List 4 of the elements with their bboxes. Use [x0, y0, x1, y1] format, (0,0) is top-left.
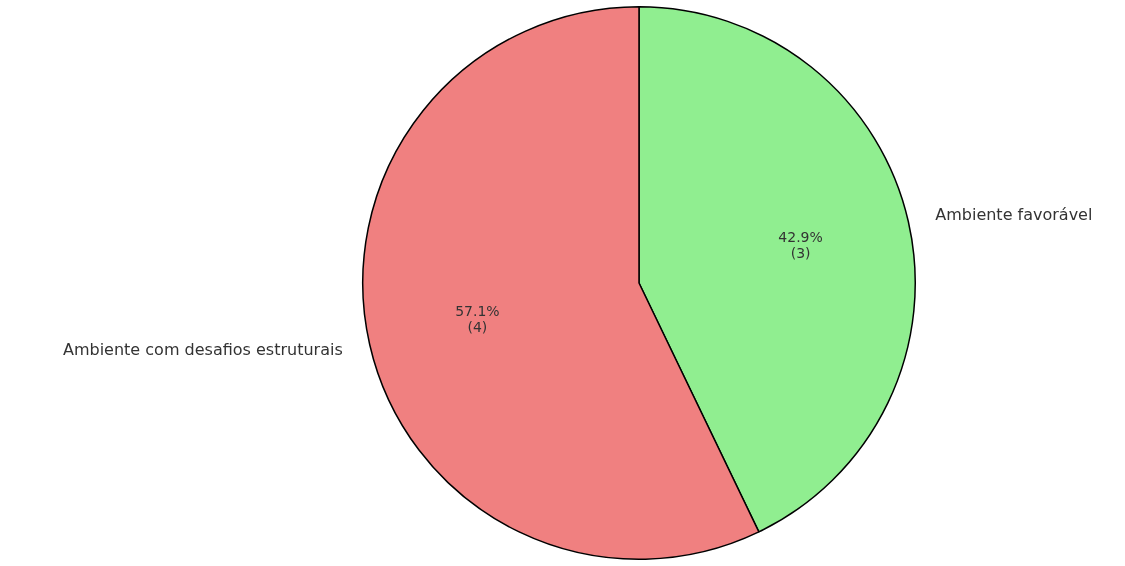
data-label: 57.1% (4): [455, 302, 500, 335]
data-label: 42.9% (3): [778, 228, 823, 261]
slice-label: Ambiente favorável: [935, 204, 1093, 224]
slice-label: Ambiente com desafios estruturais: [62, 339, 343, 359]
